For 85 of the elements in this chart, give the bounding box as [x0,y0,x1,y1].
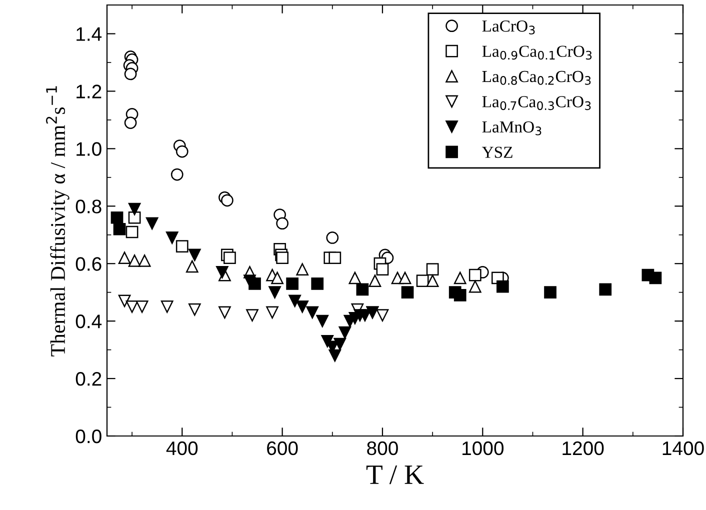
y-tick-label: 0.2 [76,372,102,386]
point [170,168,184,181]
point [338,326,352,339]
legend-label: La$_{0.8}$Ca$_{0.2}$CrO$_{3}$ [482,70,591,85]
point [136,300,148,313]
legend-label: La$_{0.7}$Ca$_{0.3}$CrO$_{3}$ [482,96,591,110]
point [118,252,131,264]
point [401,286,414,299]
legend-label: LaCrO$_{3}$ [482,20,535,34]
y-tick-label: 1.4 [76,27,102,41]
point [126,226,138,238]
y-tick-label: 0.6 [76,257,102,271]
point [376,263,389,276]
point [468,268,482,282]
point [306,306,319,319]
point [356,283,369,296]
point [176,240,188,253]
legend-label: LaMnO$_{3}$ [482,121,542,136]
point [328,252,342,264]
point [188,303,201,316]
x-axis-title: T / K [366,466,424,484]
x-tick-label: 800 [367,441,398,456]
x-tick-label: 1400 [662,441,704,456]
point [166,232,178,244]
point [110,211,124,224]
point [426,263,439,276]
point [138,254,151,267]
point [186,260,198,273]
point [368,274,382,288]
point [649,272,662,284]
point [334,338,346,350]
y-tick-label: 0.8 [76,200,102,214]
point [288,294,302,308]
point [126,300,138,313]
point [128,211,141,224]
point [348,272,362,284]
point [326,232,339,244]
point [268,286,281,299]
point [316,314,329,328]
y-tick-label: 0.4 [76,314,102,328]
point [398,272,412,284]
point [311,278,324,290]
point [376,309,389,322]
point [296,263,309,276]
x-tick-label: 400 [166,441,198,456]
x-tick-label: 1000 [462,441,504,456]
point [416,274,429,288]
point [286,278,299,290]
point [599,283,612,296]
point [146,217,158,230]
point [176,145,188,158]
point [468,280,482,293]
point [128,202,141,216]
point [160,300,174,313]
point [124,116,137,129]
point [113,222,126,236]
x-tick-label: 1200 [562,441,604,456]
point [296,300,309,313]
point [218,306,231,319]
x-tick-label: 600 [267,441,298,456]
point [216,266,228,278]
point [544,286,556,299]
y-axis-title: Thermal Diffusivity α / mm$^{2}$s$^{−1}$ [46,86,70,356]
point [124,68,137,80]
legend-label: La$_{0.9}$Ca$_{0.1}$CrO$_{3}$ [482,46,592,60]
point [224,252,236,264]
y-tick-label: 1.2 [76,84,102,98]
point [128,254,141,267]
point [271,272,284,284]
point [496,280,509,293]
point [454,289,466,302]
point [454,272,466,284]
point [276,217,288,230]
point [188,248,201,262]
point [221,194,234,207]
point [246,309,258,322]
point [266,306,278,319]
point [328,349,342,362]
y-tick-label: 1.0 [76,142,102,156]
legend-label: YSZ [482,146,512,158]
point [118,294,131,308]
point [426,274,439,288]
y-tick-label: 0.0 [76,429,102,444]
point [276,252,288,264]
point [248,278,261,290]
